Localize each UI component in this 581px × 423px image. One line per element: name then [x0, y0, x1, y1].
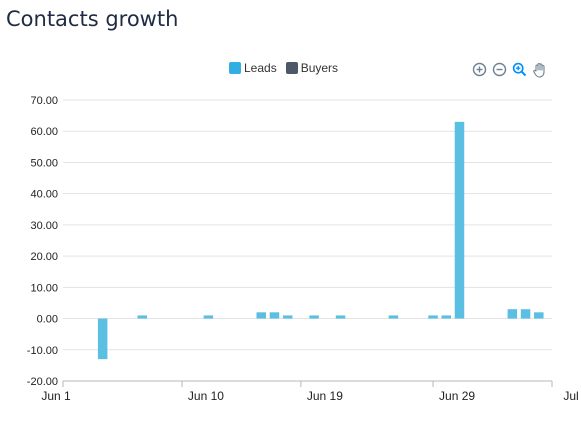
bar-leads[interactable]	[507, 309, 518, 319]
y-tick-label: -10.00	[27, 345, 58, 357]
y-tick-label: 50.00	[30, 157, 58, 169]
bar-leads[interactable]	[256, 312, 267, 319]
grid-lines	[63, 99, 552, 382]
x-tick-label: Jun 19	[307, 389, 343, 403]
x-tick-label: Jun 29	[439, 389, 475, 403]
bar-leads[interactable]	[441, 315, 452, 319]
bar-leads[interactable]	[309, 315, 319, 319]
pan-hand-icon[interactable]	[531, 61, 548, 78]
y-tick-label: 60.00	[30, 126, 58, 138]
bar-leads[interactable]	[428, 315, 438, 319]
bar-leads[interactable]	[97, 318, 108, 360]
y-tick-label: 40.00	[30, 189, 58, 201]
bar-leads[interactable]	[388, 315, 399, 319]
bar-leads[interactable]	[282, 315, 293, 319]
bar-series-leads	[97, 121, 544, 360]
bar-leads[interactable]	[137, 315, 148, 319]
legend-item-buyers[interactable]: Buyers	[285, 61, 339, 75]
zoom-in-icon[interactable]	[471, 61, 488, 78]
zoom-reset-icon[interactable]	[511, 61, 528, 78]
legend-swatch-buyers	[285, 62, 298, 74]
zoom-out-icon[interactable]	[491, 61, 508, 78]
bar-leads[interactable]	[520, 309, 531, 319]
y-tick-label: -20.00	[27, 376, 58, 388]
page-title: Contacts growth	[6, 7, 179, 31]
legend-label-buyers: Buyers	[300, 61, 339, 75]
legend-swatch-leads	[229, 62, 241, 74]
y-axis: -20.00 -10.00 0.00 10.00 20.00 30.00 40.00 50.0…	[27, 95, 58, 388]
y-tick-label: 0.00	[37, 314, 58, 326]
x-axis: Jun 1 Jun 10 Jun 19 Jun 29 Jul 8	[41, 380, 581, 403]
chart-toolbar	[471, 61, 548, 78]
y-tick-label: 20.00	[30, 251, 58, 263]
y-tick-label: 10.00	[30, 282, 58, 294]
bar-leads[interactable]	[269, 312, 280, 319]
bar-leads[interactable]	[454, 121, 465, 319]
chart-legend: Leads Buyers	[229, 61, 347, 75]
bar-leads[interactable]	[203, 315, 214, 319]
legend-item-leads[interactable]: Leads	[229, 61, 277, 75]
x-tick-label: Jul 8	[563, 389, 581, 403]
bar-leads[interactable]	[534, 312, 544, 319]
x-tick-label: Jun 1	[41, 389, 71, 403]
x-tick-label: Jun 10	[188, 389, 224, 403]
y-tick-label: 30.00	[30, 220, 58, 232]
y-tick-label: 70.00	[30, 95, 58, 107]
bar-leads[interactable]	[335, 315, 346, 319]
legend-label-leads: Leads	[244, 61, 277, 75]
